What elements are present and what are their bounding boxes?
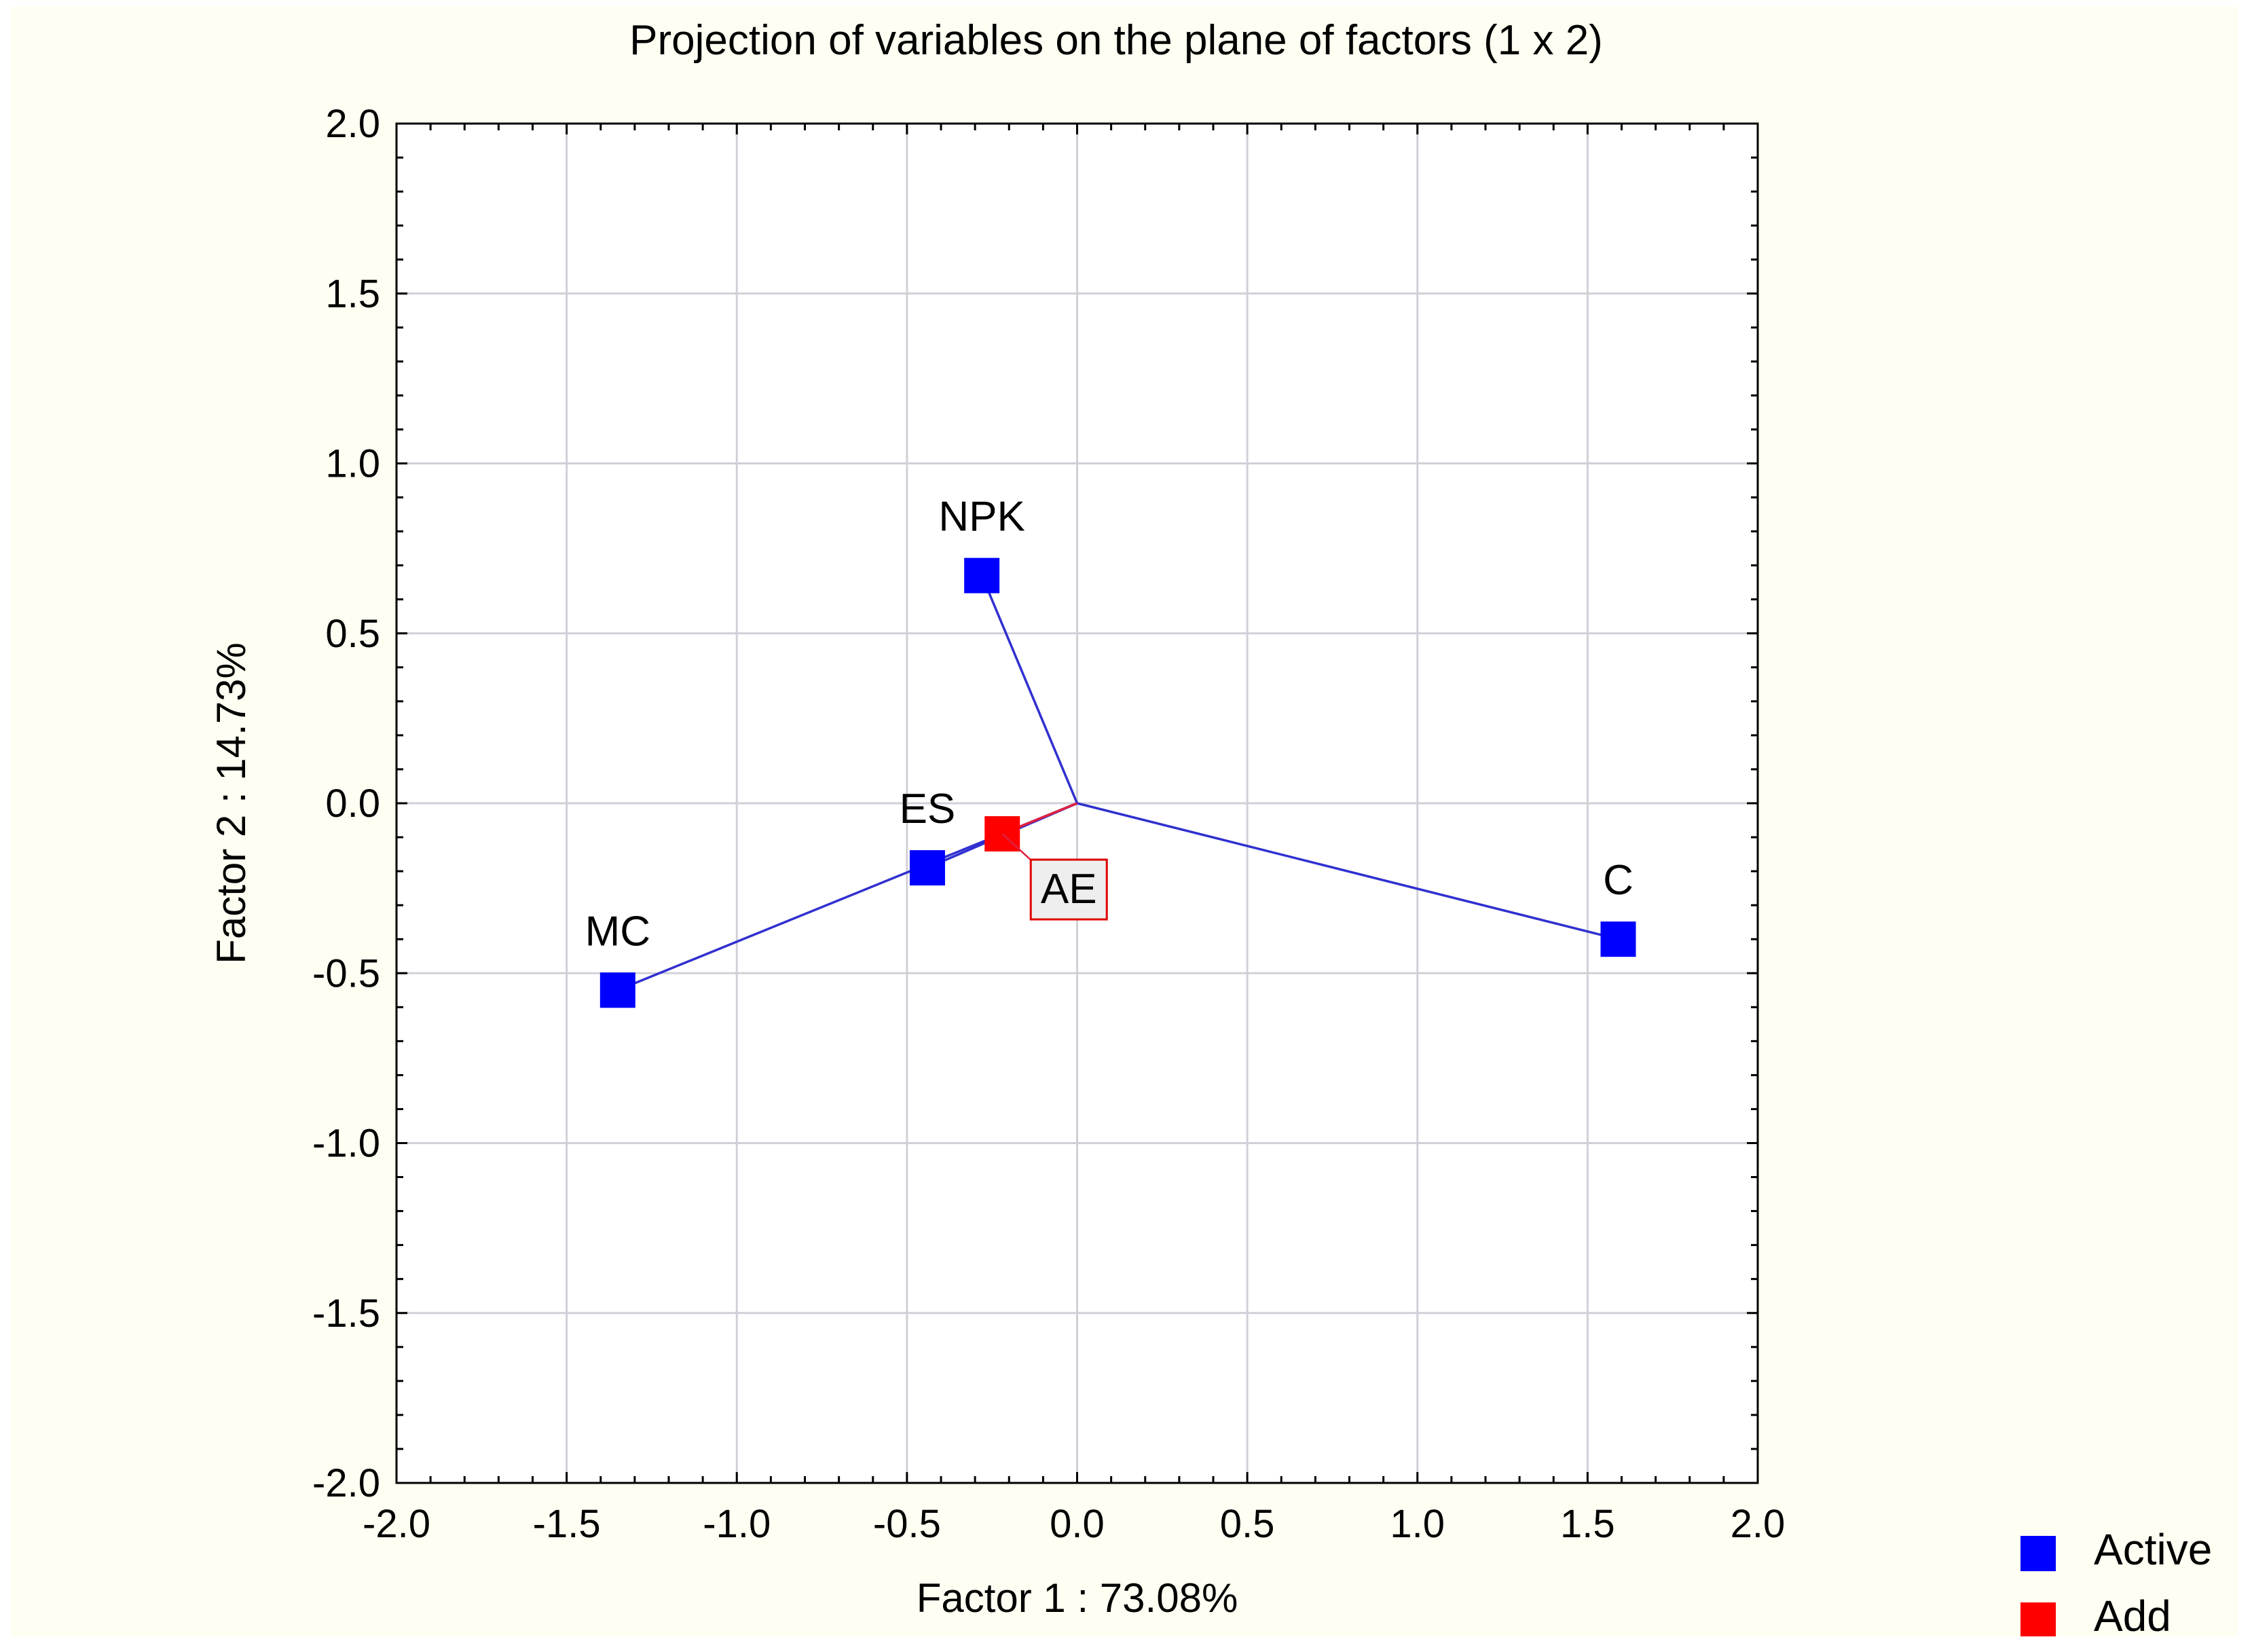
x-tick-label: -0.5 [873, 1502, 941, 1546]
x-tick-label: 2.0 [1731, 1502, 1786, 1546]
vector-npk [980, 574, 1079, 804]
marker-mc [599, 972, 635, 1008]
legend: Active Add [2020, 1525, 2212, 1636]
y-tick-label: -1.5 [312, 1291, 380, 1336]
chart-title: Projection of variables on the plane of … [629, 17, 1603, 64]
y-tick-label: 1.0 [325, 442, 380, 486]
point-labels: NPK ES MC C AE [585, 494, 1633, 955]
y-tick-label: 2.0 [325, 102, 380, 146]
y-tick-labels: 2.0 1.5 1.0 0.5 0.0 -0.5 -1.0 -1.5 -2.0 [312, 102, 380, 1505]
plot-frame [395, 122, 1759, 1484]
marker-c [1600, 921, 1636, 957]
point-label-npk: NPK [938, 494, 1025, 540]
x-tick-label: -2.0 [363, 1502, 430, 1546]
marker-es [909, 850, 945, 886]
x-tick-label: 1.5 [1560, 1502, 1615, 1546]
y-tick-label: 0.5 [325, 612, 380, 656]
x-tick-label: -1.0 [703, 1502, 771, 1546]
factor-projection-chart: Projection of variables on the plane of … [208, 17, 2212, 1636]
legend-label-active: Active [2094, 1525, 2212, 1574]
point-label-c: C [1603, 857, 1633, 904]
x-axis-title: Factor 1 : 73.08% [917, 1575, 1238, 1621]
y-tick-label: -0.5 [312, 951, 380, 995]
label-leader-ae [1001, 833, 1035, 863]
legend-label-add: Add [2094, 1592, 2171, 1636]
x-tick-labels: -2.0 -1.5 -1.0 -0.5 0.0 0.5 1.0 1.5 2.0 [363, 1502, 1785, 1546]
chart-canvas: Projection of variables on the plane of … [11, 7, 2238, 1636]
data-points [599, 557, 1636, 1008]
y-tick-label: -1.0 [312, 1122, 380, 1166]
label-box-ae [1029, 858, 1108, 921]
legend-swatch-active [2020, 1536, 2056, 1571]
marker-npk [964, 557, 1000, 593]
y-tick-label: 1.5 [325, 272, 380, 316]
y-tick-label: -2.0 [312, 1461, 380, 1505]
point-label-es: ES [900, 786, 956, 832]
point-label-mc: MC [585, 908, 650, 955]
legend-swatch-add [2020, 1602, 2056, 1636]
y-tick-label: 0.0 [325, 782, 380, 826]
x-tick-label: -1.5 [533, 1502, 601, 1546]
minor-ticks [395, 122, 1759, 1484]
x-tick-label: 1.0 [1390, 1502, 1445, 1546]
point-label-ae: AE [1041, 866, 1097, 913]
y-axis-title: Factor 2 : 14.73% [208, 642, 254, 964]
x-tick-label: 0.5 [1220, 1502, 1275, 1546]
vector-c [1077, 802, 1619, 940]
x-tick-label: 0.0 [1050, 1502, 1105, 1546]
